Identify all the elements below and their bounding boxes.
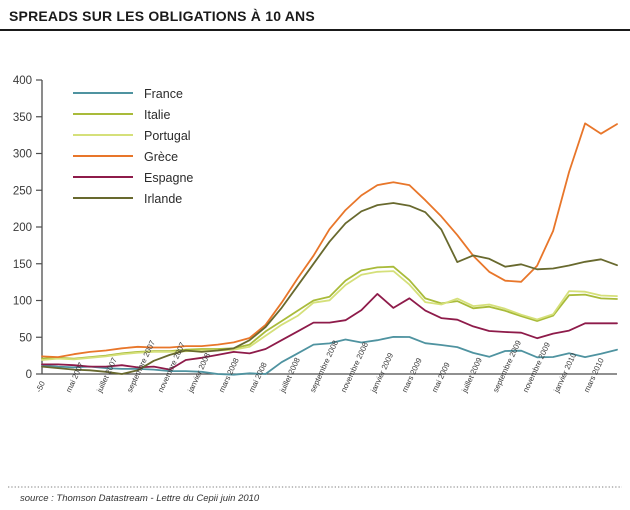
svg-text:150: 150 — [13, 259, 32, 271]
svg-text:400: 400 — [13, 75, 32, 87]
svg-text:0: 0 — [26, 369, 32, 381]
svg-text:200: 200 — [13, 222, 32, 234]
svg-text:100: 100 — [13, 296, 32, 308]
svg-text:50: 50 — [19, 332, 32, 344]
svg-text:300: 300 — [13, 149, 32, 161]
svg-text:350: 350 — [13, 112, 32, 124]
svg-text:250: 250 — [13, 185, 32, 197]
